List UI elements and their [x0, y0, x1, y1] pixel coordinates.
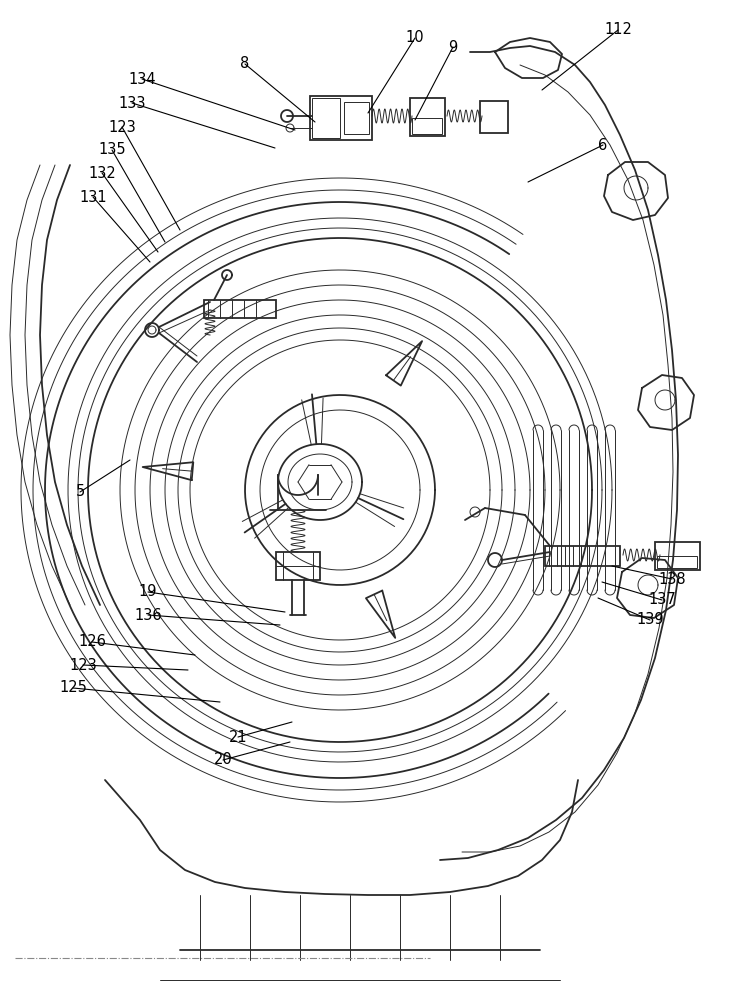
Text: 125: 125 [59, 680, 87, 696]
Text: 112: 112 [604, 22, 632, 37]
Bar [412, 118, 442, 134]
Bar [204, 300, 276, 318]
Bar [410, 98, 445, 136]
Text: 123: 123 [69, 658, 97, 672]
Text: 9: 9 [449, 39, 458, 54]
Bar [276, 552, 320, 580]
Text: 138: 138 [658, 572, 686, 586]
Text: 136: 136 [134, 607, 162, 622]
Text: 8: 8 [240, 56, 249, 72]
Text: 139: 139 [636, 612, 664, 628]
Bar [655, 542, 700, 570]
Text: 10: 10 [406, 30, 425, 45]
Text: 133: 133 [118, 96, 146, 110]
Text: 19: 19 [139, 584, 157, 599]
Text: 20: 20 [213, 752, 232, 768]
Text: 131: 131 [79, 190, 107, 205]
Bar [344, 102, 369, 134]
Bar [480, 101, 508, 133]
Text: 137: 137 [648, 592, 676, 607]
Text: 5: 5 [76, 485, 85, 499]
Bar [657, 556, 697, 568]
Text: 135: 135 [98, 142, 126, 157]
Bar [312, 98, 340, 138]
Text: 126: 126 [78, 635, 106, 650]
Text: 123: 123 [108, 119, 136, 134]
Bar [310, 96, 372, 140]
Text: 6: 6 [598, 137, 607, 152]
Text: 132: 132 [88, 165, 116, 180]
Text: 21: 21 [228, 730, 247, 744]
Text: 134: 134 [128, 72, 156, 87]
Bar [545, 546, 620, 566]
